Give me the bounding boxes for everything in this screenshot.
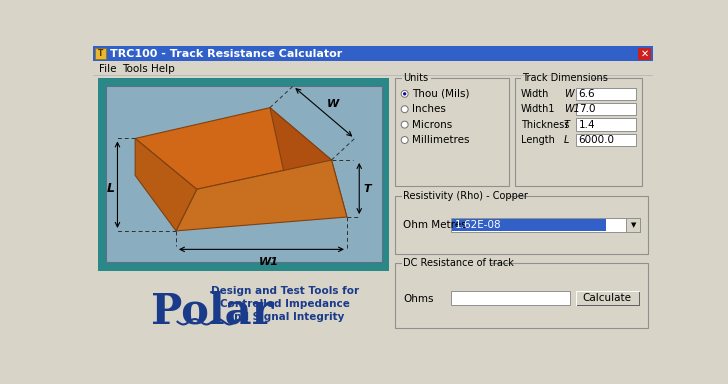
FancyBboxPatch shape xyxy=(95,48,106,59)
FancyBboxPatch shape xyxy=(521,74,592,82)
Text: Track Dimensions: Track Dimensions xyxy=(523,73,609,83)
Text: Controlled Impedance: Controlled Impedance xyxy=(221,299,350,309)
Text: Inches: Inches xyxy=(412,104,446,114)
Circle shape xyxy=(401,106,408,113)
FancyBboxPatch shape xyxy=(98,78,389,271)
Text: T: T xyxy=(98,49,103,58)
Text: T: T xyxy=(564,120,570,130)
FancyBboxPatch shape xyxy=(515,78,642,186)
FancyBboxPatch shape xyxy=(402,74,431,82)
Text: W: W xyxy=(564,89,574,99)
Text: 6.6: 6.6 xyxy=(579,89,596,99)
FancyBboxPatch shape xyxy=(451,218,606,231)
Text: Ohm Metres: Ohm Metres xyxy=(403,220,467,230)
FancyBboxPatch shape xyxy=(451,291,570,305)
Circle shape xyxy=(403,92,406,96)
Text: Length: Length xyxy=(521,135,555,145)
Text: Units: Units xyxy=(403,73,428,83)
FancyBboxPatch shape xyxy=(402,192,508,200)
FancyBboxPatch shape xyxy=(577,134,636,146)
Text: W1: W1 xyxy=(259,257,279,267)
FancyBboxPatch shape xyxy=(395,78,510,186)
Text: L: L xyxy=(564,135,569,145)
Text: and Signal Integrity: and Signal Integrity xyxy=(226,312,344,322)
FancyBboxPatch shape xyxy=(626,218,641,232)
Text: TRC100 - Track Resistance Calculator: TRC100 - Track Resistance Calculator xyxy=(110,49,342,59)
Polygon shape xyxy=(270,108,347,217)
Text: Resistivity (Rho) - Copper: Resistivity (Rho) - Copper xyxy=(403,191,528,201)
FancyBboxPatch shape xyxy=(93,46,654,61)
Text: ▼: ▼ xyxy=(630,222,636,228)
Text: Tools: Tools xyxy=(122,64,148,74)
Text: ✕: ✕ xyxy=(641,49,649,59)
Circle shape xyxy=(401,137,408,144)
Text: Help: Help xyxy=(151,64,174,74)
FancyBboxPatch shape xyxy=(577,88,636,100)
Text: Microns: Microns xyxy=(412,120,453,130)
Polygon shape xyxy=(176,160,347,231)
FancyBboxPatch shape xyxy=(577,103,636,115)
Text: W: W xyxy=(327,99,339,109)
Text: Thou (Mils): Thou (Mils) xyxy=(412,89,470,99)
FancyBboxPatch shape xyxy=(402,259,490,267)
Text: DC Resistance of track: DC Resistance of track xyxy=(403,258,514,268)
Polygon shape xyxy=(135,108,331,189)
Text: 6000.0: 6000.0 xyxy=(579,135,614,145)
Text: Calculate: Calculate xyxy=(582,293,632,303)
Text: Thickness: Thickness xyxy=(521,120,569,130)
FancyBboxPatch shape xyxy=(576,291,638,305)
Text: Width: Width xyxy=(521,89,550,99)
Text: Design and Test Tools for: Design and Test Tools for xyxy=(211,286,360,296)
FancyBboxPatch shape xyxy=(395,263,648,328)
Text: 7.0: 7.0 xyxy=(579,104,596,114)
Text: 1.62E-08: 1.62E-08 xyxy=(455,220,502,230)
FancyBboxPatch shape xyxy=(106,86,381,262)
Text: Polar: Polar xyxy=(151,291,274,333)
Polygon shape xyxy=(135,139,197,231)
Circle shape xyxy=(401,90,408,97)
FancyBboxPatch shape xyxy=(638,48,651,60)
FancyBboxPatch shape xyxy=(98,273,389,342)
Text: Width1: Width1 xyxy=(521,104,555,114)
FancyBboxPatch shape xyxy=(395,196,648,254)
FancyBboxPatch shape xyxy=(577,118,636,131)
Text: File: File xyxy=(99,64,116,74)
Text: T: T xyxy=(364,184,371,194)
Text: Millimetres: Millimetres xyxy=(412,135,470,145)
Text: W1: W1 xyxy=(564,104,580,114)
Text: L: L xyxy=(106,182,114,195)
FancyBboxPatch shape xyxy=(451,218,641,232)
Text: 1.4: 1.4 xyxy=(579,120,596,130)
Text: Ohms: Ohms xyxy=(403,294,434,304)
Circle shape xyxy=(401,121,408,128)
